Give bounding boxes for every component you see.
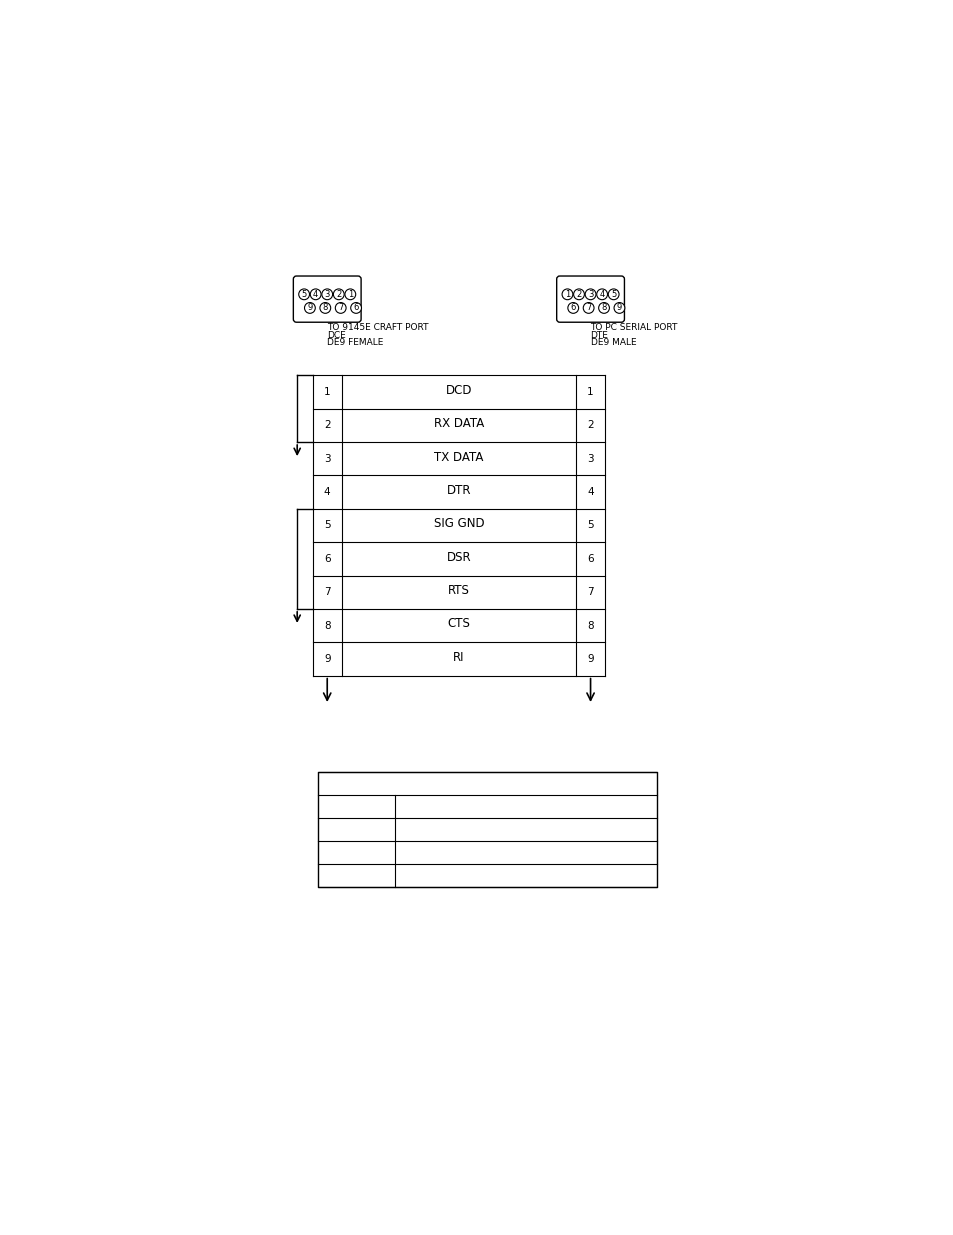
- Text: 1: 1: [324, 387, 330, 396]
- Circle shape: [319, 303, 331, 314]
- Text: 8: 8: [587, 621, 594, 631]
- Text: 9: 9: [587, 655, 594, 664]
- Text: CTS: CTS: [447, 618, 470, 630]
- Text: 3: 3: [324, 453, 330, 464]
- Text: 5: 5: [611, 290, 616, 299]
- Text: RX DATA: RX DATA: [434, 417, 483, 430]
- Text: 7: 7: [324, 587, 330, 598]
- Text: 7: 7: [337, 304, 343, 312]
- Text: 5: 5: [324, 520, 330, 531]
- Text: 3: 3: [324, 290, 330, 299]
- Circle shape: [333, 289, 344, 300]
- Text: DE9 MALE: DE9 MALE: [590, 338, 636, 347]
- Text: DTE: DTE: [590, 331, 608, 340]
- Text: 4: 4: [598, 290, 604, 299]
- Text: 1: 1: [587, 387, 594, 396]
- Circle shape: [584, 289, 596, 300]
- Text: 1: 1: [564, 290, 570, 299]
- Text: 5: 5: [301, 290, 307, 299]
- Circle shape: [310, 289, 321, 300]
- Circle shape: [561, 289, 572, 300]
- Text: TO 9145E CRAFT PORT: TO 9145E CRAFT PORT: [327, 324, 428, 332]
- Text: 2: 2: [587, 420, 594, 431]
- Text: 7: 7: [587, 587, 594, 598]
- Circle shape: [573, 289, 584, 300]
- Circle shape: [304, 303, 314, 314]
- Text: 6: 6: [587, 553, 594, 564]
- Text: TO PC SERIAL PORT: TO PC SERIAL PORT: [590, 324, 678, 332]
- Text: 4: 4: [324, 487, 330, 498]
- Text: SIG GND: SIG GND: [433, 517, 484, 530]
- Circle shape: [321, 289, 333, 300]
- Text: 9: 9: [617, 304, 621, 312]
- Text: 2: 2: [576, 290, 581, 299]
- Text: DCE: DCE: [327, 331, 346, 340]
- Circle shape: [351, 303, 361, 314]
- Circle shape: [298, 289, 309, 300]
- Text: DSR: DSR: [446, 551, 471, 563]
- Text: RTS: RTS: [448, 584, 469, 597]
- Text: 6: 6: [324, 553, 330, 564]
- Text: 9: 9: [307, 304, 313, 312]
- Text: TX DATA: TX DATA: [434, 451, 483, 463]
- Text: 6: 6: [570, 304, 576, 312]
- FancyBboxPatch shape: [557, 275, 624, 322]
- Text: 1: 1: [347, 290, 353, 299]
- Circle shape: [598, 303, 609, 314]
- Text: DCD: DCD: [445, 384, 472, 396]
- Text: 8: 8: [322, 304, 328, 312]
- Bar: [317, 772, 656, 888]
- Text: 4: 4: [587, 487, 594, 498]
- Text: 8: 8: [324, 621, 330, 631]
- Text: DE9 FEMALE: DE9 FEMALE: [327, 338, 383, 347]
- Circle shape: [608, 289, 618, 300]
- Text: 3: 3: [587, 290, 593, 299]
- Text: DTR: DTR: [446, 484, 471, 496]
- Text: 7: 7: [585, 304, 591, 312]
- Text: 4: 4: [313, 290, 318, 299]
- FancyBboxPatch shape: [293, 275, 361, 322]
- Text: RI: RI: [453, 651, 464, 663]
- Text: 2: 2: [335, 290, 341, 299]
- Text: 6: 6: [353, 304, 358, 312]
- Circle shape: [596, 289, 607, 300]
- Circle shape: [345, 289, 355, 300]
- Circle shape: [567, 303, 578, 314]
- Text: 3: 3: [587, 453, 594, 464]
- Text: 8: 8: [600, 304, 606, 312]
- Circle shape: [582, 303, 594, 314]
- Text: 9: 9: [324, 655, 330, 664]
- Circle shape: [335, 303, 346, 314]
- Text: 5: 5: [587, 520, 594, 531]
- Text: 2: 2: [324, 420, 330, 431]
- Circle shape: [614, 303, 624, 314]
